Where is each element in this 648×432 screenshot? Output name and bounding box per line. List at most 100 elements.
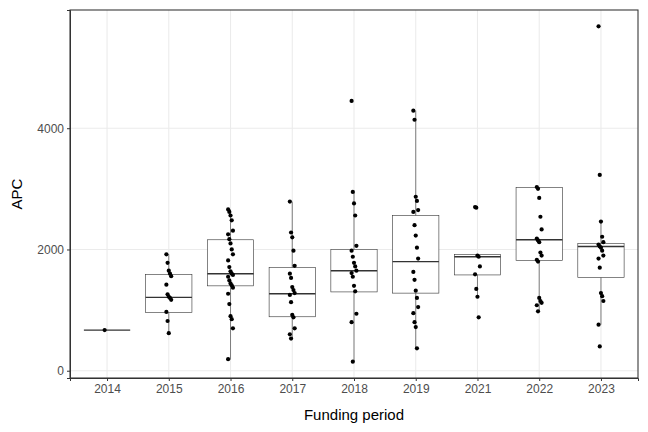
point (601, 253, 605, 257)
point (231, 273, 235, 277)
lower-whisker (292, 317, 293, 339)
point (536, 309, 540, 313)
point (477, 255, 481, 259)
x-grid-line (477, 10, 478, 378)
boxplot (269, 202, 315, 339)
box (146, 274, 192, 312)
point (164, 252, 168, 256)
point (169, 298, 173, 302)
point (293, 326, 297, 330)
chart: 0200040002014201520162017201820192021202… (0, 0, 648, 432)
lower-whisker (354, 292, 355, 362)
lower-whisker (230, 286, 231, 359)
point (412, 118, 416, 122)
point (415, 199, 419, 203)
x-tick-label: 2022 (526, 382, 553, 396)
point (293, 291, 297, 295)
point (415, 296, 419, 300)
boxplot (454, 254, 500, 296)
y-tick: 4000 (37, 122, 70, 136)
median (331, 270, 377, 271)
point (535, 303, 539, 307)
lower-whisker (539, 260, 540, 311)
x-axis-title: Funding period (304, 406, 404, 423)
x-grid-line (292, 10, 293, 378)
panel-background (70, 10, 638, 378)
point (478, 264, 482, 268)
boxplot (516, 187, 562, 311)
point (293, 264, 297, 268)
point (353, 213, 357, 217)
point (350, 99, 354, 103)
point (537, 240, 541, 244)
median (84, 329, 130, 330)
point (598, 266, 602, 270)
x-tick: 2022 (526, 378, 553, 396)
point (226, 292, 230, 296)
y-tick: 0 (57, 364, 70, 378)
x-tick: 2016 (218, 378, 245, 396)
point (354, 269, 358, 273)
box (393, 216, 439, 294)
point (414, 289, 418, 293)
point (230, 247, 234, 251)
boxplot (207, 209, 253, 359)
box (578, 243, 624, 277)
point (227, 237, 231, 241)
point (288, 199, 292, 203)
point (416, 208, 420, 212)
point (227, 302, 231, 306)
point (231, 229, 235, 233)
point (415, 346, 419, 350)
point (288, 332, 292, 336)
point (226, 357, 230, 361)
x-grid-line (230, 10, 231, 378)
point (291, 315, 295, 319)
point (474, 287, 478, 291)
box (331, 249, 377, 291)
point (231, 252, 235, 256)
box (516, 188, 562, 261)
point (596, 256, 600, 260)
point (230, 218, 234, 222)
point (536, 259, 540, 263)
point (167, 331, 171, 335)
point (537, 196, 541, 200)
box (454, 254, 500, 275)
point (289, 276, 293, 280)
x-tick: 2023 (588, 378, 615, 396)
boxplot (84, 330, 130, 331)
point (536, 187, 540, 191)
point (351, 190, 355, 194)
x-tick-label: 2021 (465, 382, 492, 396)
x-tick: 2021 (465, 378, 492, 396)
panel-border (70, 10, 638, 378)
point (598, 344, 602, 348)
y-tick: 2000 (37, 243, 70, 257)
point (291, 249, 295, 253)
x-axis: 201420152016201720182019202120222023 (71, 378, 639, 396)
point (596, 24, 600, 28)
point (540, 301, 544, 305)
y-axis-line (67, 11, 71, 379)
point (601, 240, 605, 244)
point (412, 223, 416, 227)
point (354, 244, 358, 248)
point (477, 315, 481, 319)
y-tick-label: 4000 (37, 122, 64, 136)
point (600, 294, 604, 298)
y-tick-mark (67, 371, 70, 372)
grid (70, 10, 638, 378)
point (412, 278, 416, 282)
x-grid-line (600, 10, 601, 378)
point (288, 293, 292, 297)
point (231, 286, 235, 290)
point (289, 336, 293, 340)
x-tick: 2019 (403, 378, 430, 396)
point (411, 210, 415, 214)
point (169, 274, 173, 278)
upper-whisker (600, 222, 601, 244)
point (352, 284, 356, 288)
point (600, 249, 604, 253)
point (475, 295, 479, 299)
